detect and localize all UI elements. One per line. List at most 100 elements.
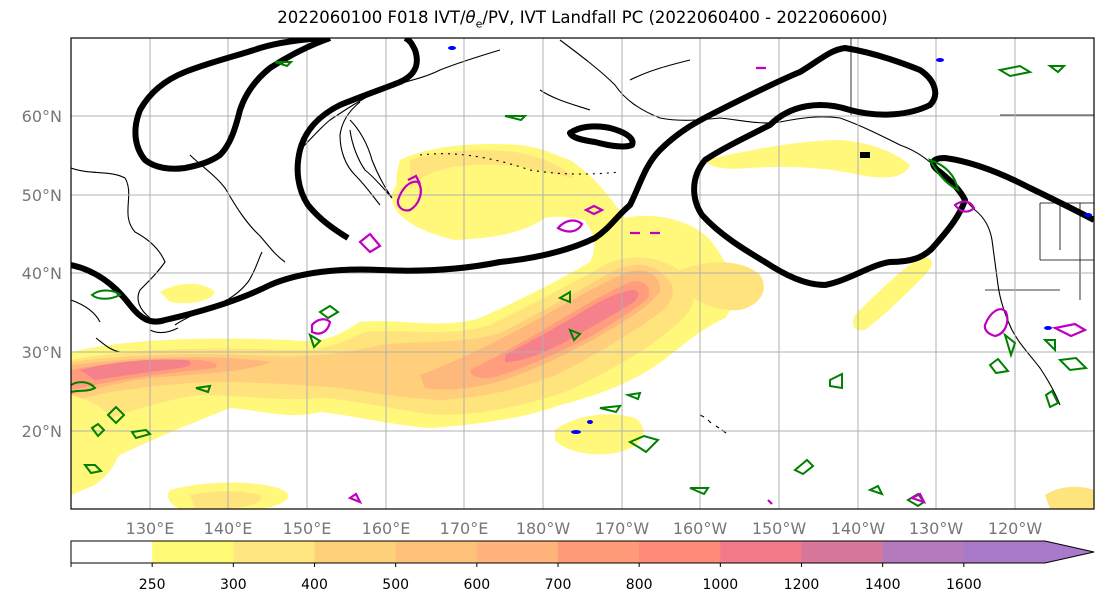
colorbar-outline xyxy=(70,540,1095,564)
colorbar-swatch xyxy=(801,541,884,563)
latitude-labels: 60°N 50°N 40°N 30°N 20°N xyxy=(22,107,62,441)
coast-asia xyxy=(71,49,501,353)
pc-pos-18 xyxy=(927,158,960,192)
ivt-band-1000 xyxy=(80,290,639,380)
ivt-blob-west xyxy=(160,283,215,304)
lon-label: 180°W xyxy=(516,519,571,538)
pc-pos-15 xyxy=(1044,389,1060,409)
coast-alaska xyxy=(539,39,946,179)
colorbar-label: 1200 xyxy=(784,577,820,593)
pc-pos-14 xyxy=(988,357,1010,375)
colorbar-label: 700 xyxy=(545,577,572,593)
pc-pos-24 xyxy=(1042,339,1056,353)
pc-neg-6 xyxy=(953,200,976,213)
colorbar-extend-arrow xyxy=(1045,541,1094,563)
lon-label: 170°E xyxy=(440,519,489,538)
lon-label: 150°E xyxy=(283,519,332,538)
lat-label: 20°N xyxy=(22,422,62,441)
pc-pos-1 xyxy=(71,381,97,393)
colorbar-swatch xyxy=(882,541,965,563)
ivt-plume-gulf xyxy=(705,140,910,178)
pc-pos-11 xyxy=(689,487,710,496)
colorbar-label: 300 xyxy=(220,577,247,593)
pc-neg-1 xyxy=(396,174,422,212)
lon-label: 140°W xyxy=(831,519,886,538)
pc-pos-8 xyxy=(195,384,212,394)
pc-positive-contours xyxy=(71,61,1089,508)
pc-neg-9 xyxy=(347,66,927,505)
ivt-band-250 xyxy=(71,151,734,495)
pv-contour xyxy=(71,38,1094,325)
ivt-blob-kuroshio xyxy=(71,395,122,495)
colorbar-label: 800 xyxy=(626,577,653,593)
blue-mark-2 xyxy=(936,58,944,62)
pc-pos-4 xyxy=(83,464,104,475)
pc-pos-17 xyxy=(1003,332,1017,359)
pc-pos-22 xyxy=(867,484,884,496)
lon-label: 130°W xyxy=(909,519,964,538)
colorbar-label: 600 xyxy=(463,577,490,593)
colorbar-swatch xyxy=(71,541,153,563)
ivt-blob-south-1 xyxy=(555,414,644,455)
colorbar-label: 400 xyxy=(301,577,328,593)
ivt-blob-south-3 xyxy=(190,491,262,508)
pc-pos-23 xyxy=(557,290,582,342)
colorbar-swatch xyxy=(963,541,1046,563)
title-prefix: 2022060100 F018 IVT/ xyxy=(277,8,466,27)
pc-pos-13 xyxy=(829,372,843,390)
title-theta-sub: e xyxy=(475,17,483,31)
pc-pos-19 xyxy=(274,61,528,122)
colorbar-swatch xyxy=(558,541,640,563)
pv-contour-small-loop xyxy=(567,123,636,150)
ivt-shading xyxy=(71,140,1094,509)
pc-pos-2 xyxy=(106,405,126,425)
pc-neg-5 xyxy=(583,204,660,235)
pc-neg-3 xyxy=(310,318,332,335)
ivt-band-700 xyxy=(71,281,650,390)
ivt-plume-central xyxy=(680,262,764,311)
pc-neg-8 xyxy=(1051,322,1088,338)
coast-kamchatka xyxy=(349,119,393,199)
colorbar-swatch xyxy=(395,541,478,563)
ivt-plume-east xyxy=(853,257,932,331)
blue-mark-6 xyxy=(1084,213,1092,217)
pc-pos-12 xyxy=(793,458,815,476)
pc-pos-3 xyxy=(90,422,106,438)
title-theta: θ xyxy=(465,8,476,27)
coast-na-west xyxy=(944,177,1061,406)
map-area xyxy=(71,38,1094,509)
lon-label: 150°W xyxy=(752,519,807,538)
small-negative-marks xyxy=(448,46,1092,434)
lon-label: 130°E xyxy=(126,519,175,538)
title-suffix: /PV, IVT Landfall PC (2022060400 - 20220… xyxy=(482,8,888,27)
ivt-blob-se xyxy=(1045,486,1094,509)
coast-hawaii xyxy=(699,414,727,434)
colorbar-label: 250 xyxy=(139,577,166,593)
colorbar-label: 1400 xyxy=(865,577,901,593)
colorbar-label: 500 xyxy=(382,577,409,593)
pc-pos-16 xyxy=(1057,356,1089,372)
pc-pos-9 xyxy=(599,391,642,414)
ivt-band-300 xyxy=(71,257,694,432)
longitude-labels: 130°E 140°E 150°E 160°E 170°E 180°W 170°W 160°W… xyxy=(126,519,1043,538)
map-frame xyxy=(70,37,1095,510)
colorbar-swatch xyxy=(233,541,315,563)
pc-pos-10 xyxy=(627,434,660,454)
colorbar-label: 1600 xyxy=(946,577,982,593)
pv-contour-main xyxy=(71,45,1094,325)
blue-mark-3 xyxy=(571,430,581,434)
pc-neg-2 xyxy=(358,232,382,254)
colorbar-label: 1000 xyxy=(703,577,739,593)
plot-title: 2022060100 F018 IVT/θe/PV, IVT Landfall … xyxy=(0,8,1105,30)
lat-label: 30°N xyxy=(22,343,62,362)
pc-pos-5 xyxy=(130,428,152,440)
colorbar-swatch xyxy=(152,541,234,563)
pc-pos-7 xyxy=(308,304,340,349)
lat-label: 60°N xyxy=(22,107,62,126)
pc-neg-7 xyxy=(983,308,1009,338)
pc-negative-contours xyxy=(310,66,1088,505)
ivt-plume-north-inner xyxy=(410,150,575,190)
colorbar-swatch xyxy=(720,541,802,563)
pc-pos-6 xyxy=(90,289,122,300)
